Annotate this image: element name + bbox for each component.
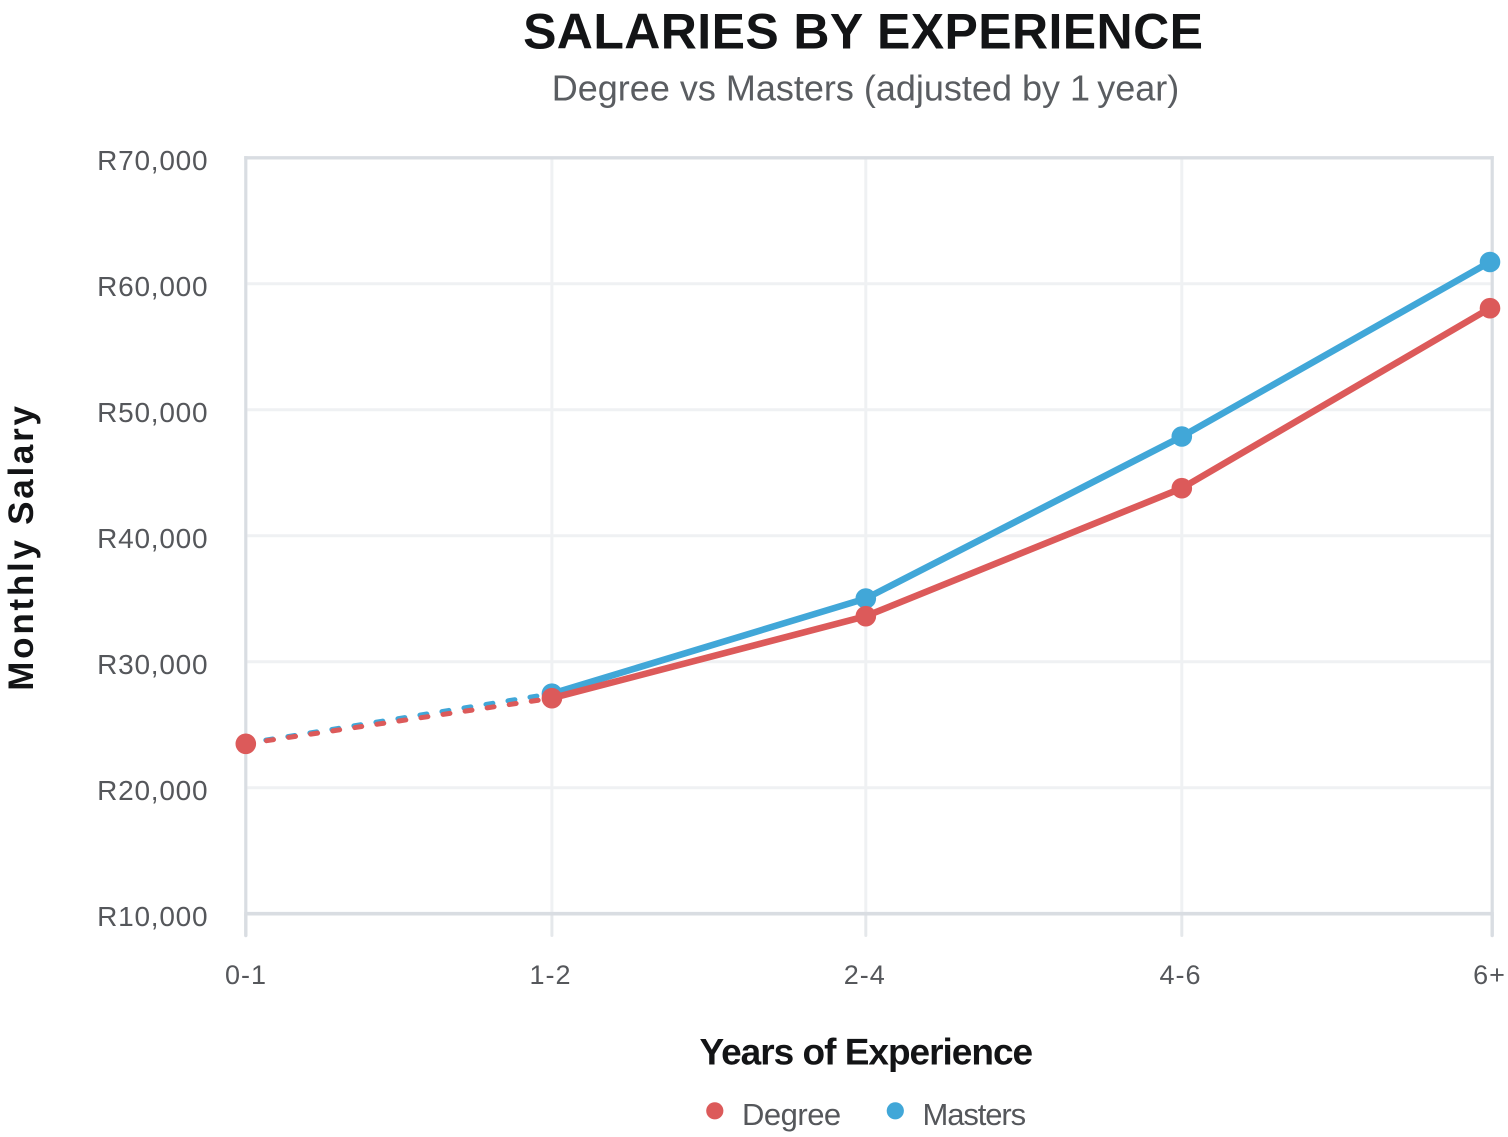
svg-text:R10,000: R10,000 — [97, 901, 208, 932]
svg-text:R70,000: R70,000 — [97, 145, 208, 176]
svg-text:Monthly Salary: Monthly Salary — [2, 403, 41, 690]
svg-text:R30,000: R30,000 — [97, 649, 208, 680]
svg-text:6+: 6+ — [1473, 960, 1506, 990]
svg-text:1-2: 1-2 — [529, 960, 571, 990]
svg-text:R40,000: R40,000 — [97, 523, 208, 554]
svg-text:R20,000: R20,000 — [97, 775, 208, 806]
svg-text:2-4: 2-4 — [844, 960, 886, 990]
svg-text:Degree vs Masters (adjusted by: Degree vs Masters (adjusted by 1 year) — [552, 67, 1179, 108]
svg-text:R50,000: R50,000 — [97, 397, 208, 428]
svg-text:4-6: 4-6 — [1159, 960, 1201, 990]
svg-text:Masters: Masters — [923, 1097, 1026, 1132]
svg-text:Degree: Degree — [742, 1097, 841, 1132]
svg-text:SALARIES BY EXPERIENCE: SALARIES BY EXPERIENCE — [523, 3, 1203, 59]
svg-text:0-1: 0-1 — [225, 960, 267, 990]
svg-text:Years of Experience: Years of Experience — [699, 1031, 1032, 1072]
svg-text:R60,000: R60,000 — [97, 271, 208, 302]
